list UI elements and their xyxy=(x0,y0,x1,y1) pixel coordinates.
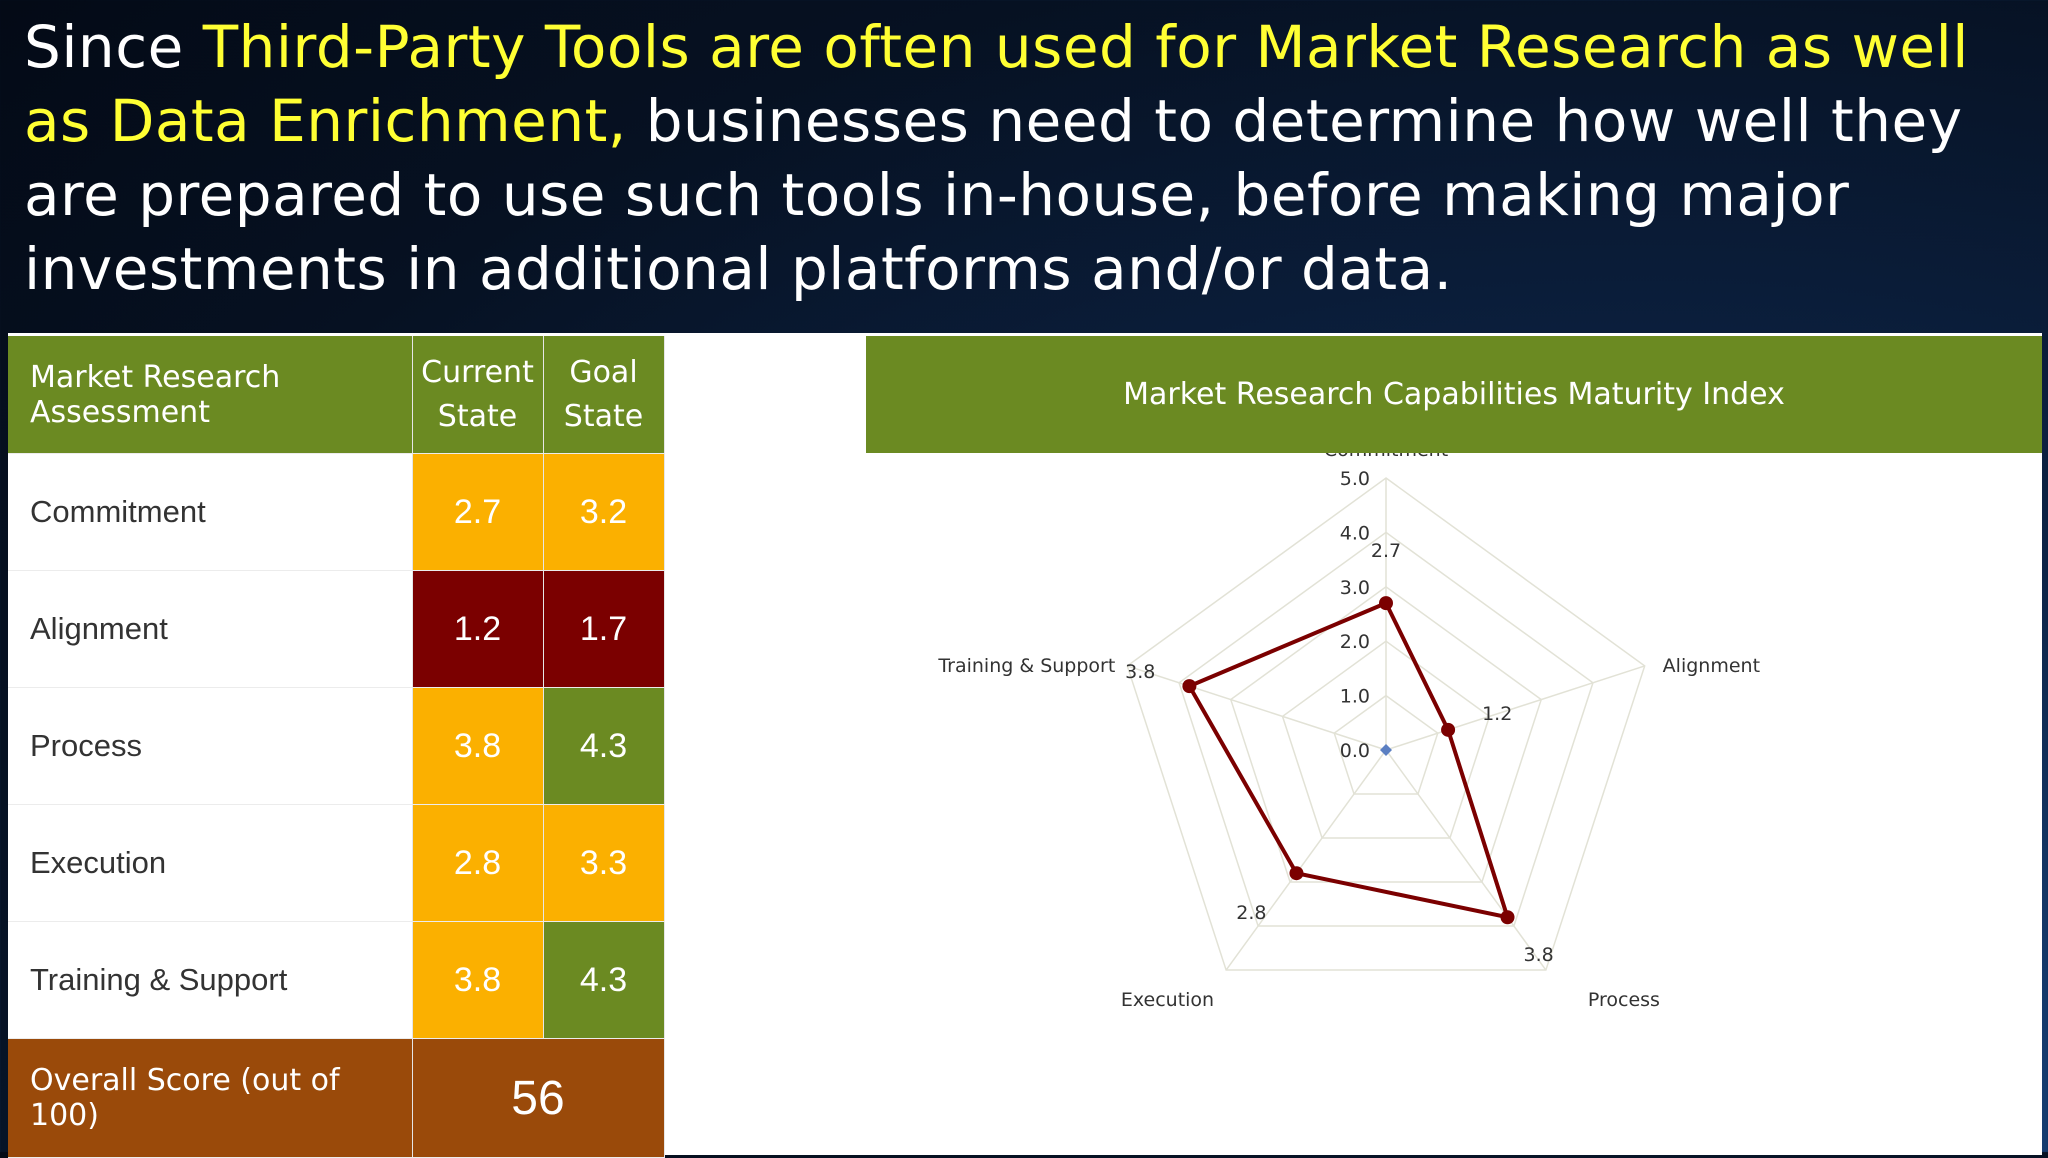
radar-tick-label: 4.0 xyxy=(1340,522,1370,544)
goal-value: 4.3 xyxy=(543,687,665,805)
table-row: Process 3.8 4.3 xyxy=(8,687,866,805)
radar-tick-label: 0.0 xyxy=(1340,740,1370,762)
radar-tick-label: 3.0 xyxy=(1340,577,1370,599)
table-row: Execution 2.8 3.3 xyxy=(8,804,866,922)
radar-spoke xyxy=(1225,749,1387,971)
headline-intro: Since xyxy=(24,13,203,81)
radar-data-point xyxy=(1182,679,1197,694)
radar-grid-ring xyxy=(1178,531,1594,927)
radar-tick-label: 5.0 xyxy=(1340,468,1370,490)
headline: Since Third-Party Tools are often used f… xyxy=(24,10,2024,306)
radar-data-label: 1.2 xyxy=(1482,703,1512,725)
radar-data-label: 2.7 xyxy=(1371,540,1401,562)
radar-axis-label: Execution xyxy=(1121,989,1214,1011)
overall-score-label: Overall Score (out of 100) xyxy=(8,1038,413,1158)
radar-series-line xyxy=(1186,600,1511,920)
current-value: 3.8 xyxy=(412,921,544,1039)
radar-data-point xyxy=(1379,596,1393,611)
radar-spoke xyxy=(1385,665,1645,751)
headline-highlight: Third-Party Tools are often used for Mar… xyxy=(24,13,1969,155)
radar-grid-ring xyxy=(1281,640,1491,839)
table-row: Commitment 2.7 3.2 xyxy=(8,453,866,571)
radar-tick-label: 1.0 xyxy=(1340,686,1370,708)
table-row: Training & Support 3.8 4.3 xyxy=(8,921,866,1039)
radar-axis-label: Training & Support xyxy=(937,655,1115,677)
header-current-state: Current State xyxy=(412,336,544,454)
row-label: Alignment xyxy=(8,570,413,688)
table-header-row: Market Research Assessment Current State… xyxy=(8,336,866,454)
current-value: 2.8 xyxy=(412,804,544,922)
assessment-table: Market Research Assessment Current State… xyxy=(8,336,866,1158)
header-goal-state: Goal State xyxy=(543,336,665,454)
overall-score-row: Overall Score (out of 100) 56 xyxy=(8,1038,866,1158)
goal-value: 1.7 xyxy=(543,570,665,688)
radar-axis-label: Process xyxy=(1588,989,1660,1011)
radar-chart: 0.0 1.0 2.0 3.0 4.0 5.0 Commitment Alignment Pro… xyxy=(937,453,1760,1011)
assessment-panel: Market Research Assessment Current State… xyxy=(8,333,2042,1158)
radar-center-marker xyxy=(1380,744,1392,756)
row-label: Execution xyxy=(8,804,413,922)
radar-spoke xyxy=(1127,665,1387,751)
row-label: Commitment xyxy=(8,453,413,571)
radar-grid-ring xyxy=(1229,585,1543,883)
overall-score-value: 56 xyxy=(412,1038,665,1158)
radar-data-point xyxy=(1500,910,1515,925)
goal-value: 3.2 xyxy=(543,453,665,571)
current-value: 1.2 xyxy=(412,570,544,688)
goal-value: 4.3 xyxy=(543,921,665,1039)
radar-data-label: 2.8 xyxy=(1236,902,1266,924)
row-label: Process xyxy=(8,687,413,805)
current-value: 3.8 xyxy=(412,687,544,805)
radar-grid-ring xyxy=(1126,477,1646,971)
radar-grid-ring xyxy=(1333,694,1439,795)
radar-data-point xyxy=(1289,866,1304,881)
radar-data-point xyxy=(1441,722,1456,737)
radar-spoke xyxy=(1385,749,1547,971)
radar-tick-label: 2.0 xyxy=(1340,631,1370,653)
row-label: Training & Support xyxy=(8,921,413,1039)
table-row: Alignment 1.2 1.7 xyxy=(8,570,866,688)
radar-data-label: 3.8 xyxy=(1524,944,1554,966)
chart-title: Market Research Capabilities Maturity In… xyxy=(866,336,2042,453)
headline-rest: businesses need to determine how well th… xyxy=(24,87,1963,303)
radar-data-label: 3.8 xyxy=(1125,661,1155,683)
radar-axis-label: Alignment xyxy=(1663,655,1760,677)
radar-axis-label: Commitment xyxy=(1324,453,1448,461)
goal-value: 3.3 xyxy=(543,804,665,922)
header-assessment: Market Research Assessment xyxy=(8,336,413,454)
current-value: 2.7 xyxy=(412,453,544,571)
